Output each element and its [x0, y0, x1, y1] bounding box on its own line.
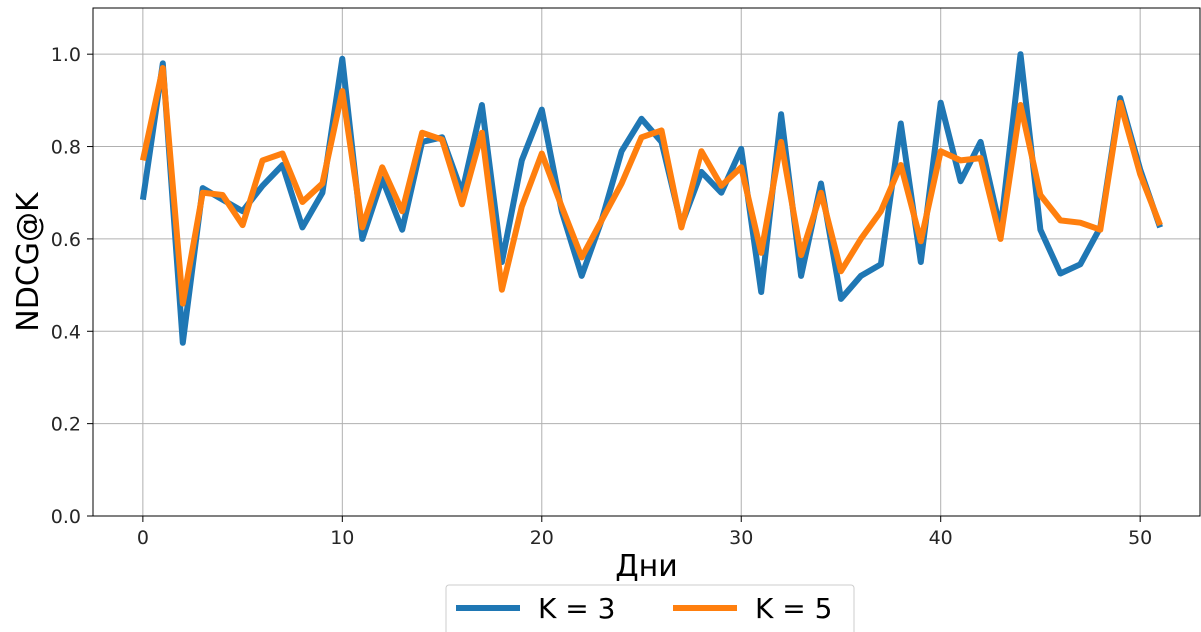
y-tick-label: 0.2	[51, 414, 81, 436]
x-tick-label: 20	[530, 527, 554, 549]
y-axis-label: NDCG@K	[11, 191, 46, 332]
series-line-k5	[139, 65, 1163, 307]
y-tick-label: 0.8	[51, 137, 81, 159]
x-tick-label: 40	[929, 527, 953, 549]
grid-layer	[93, 8, 1200, 517]
legend: K = 3 K = 5	[445, 584, 855, 632]
y-tick-label: 0.6	[51, 229, 81, 251]
plot-frame	[92, 7, 1201, 517]
tick-layer: 0 10 20 30 40 50 0.0 0.2 0.4 0.6 0.8 1.0	[51, 44, 1152, 549]
legend-label-k5: K = 5	[755, 592, 832, 625]
x-tick-label: 50	[1128, 527, 1152, 549]
x-tick-label: 0	[137, 527, 149, 549]
legend-label-k3: K = 3	[538, 592, 615, 625]
y-tick-label: 1.0	[51, 44, 81, 66]
y-tick-label: 0.4	[51, 321, 81, 343]
x-tick-label: 30	[729, 527, 753, 549]
legend-box	[445, 584, 855, 632]
x-tick-label: 10	[330, 527, 354, 549]
y-tick-label: 0.0	[51, 506, 81, 528]
series-layer	[139, 51, 1163, 346]
series-line-k3	[139, 51, 1163, 346]
x-axis-label: Дни	[615, 549, 678, 584]
